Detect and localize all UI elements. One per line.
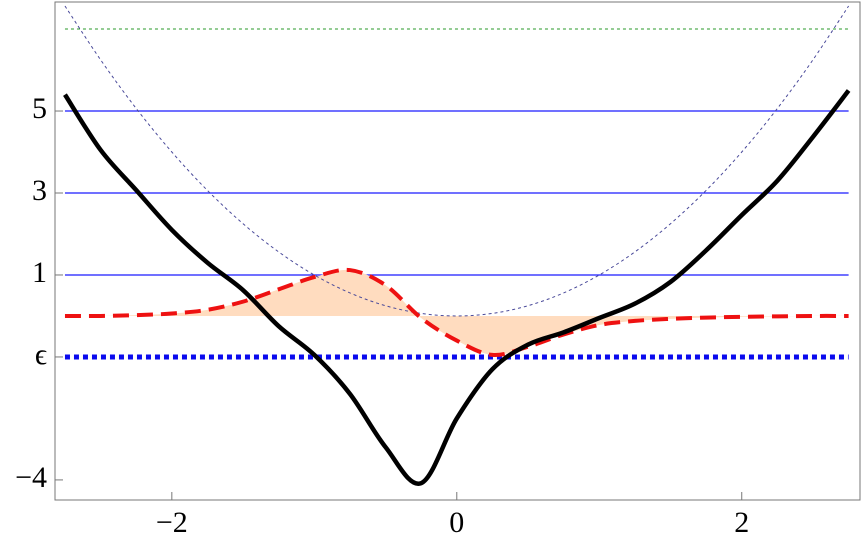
y-tick-label: 5 — [32, 92, 47, 125]
area-fill — [64, 269, 849, 356]
x-tick-label: 2 — [734, 506, 749, 539]
y-tick-label: 1 — [32, 256, 47, 289]
plot-frame — [54, 1, 861, 501]
series-line — [64, 5, 850, 317]
y-tick-label: 3 — [32, 174, 47, 207]
y-tick-label: −4 — [15, 461, 47, 494]
x-tick-label: −2 — [156, 506, 188, 539]
series-line — [64, 267, 849, 357]
series-line — [63, 89, 851, 486]
x-tick-label: 0 — [449, 506, 464, 539]
y-tick-label: ϵ — [35, 338, 47, 371]
